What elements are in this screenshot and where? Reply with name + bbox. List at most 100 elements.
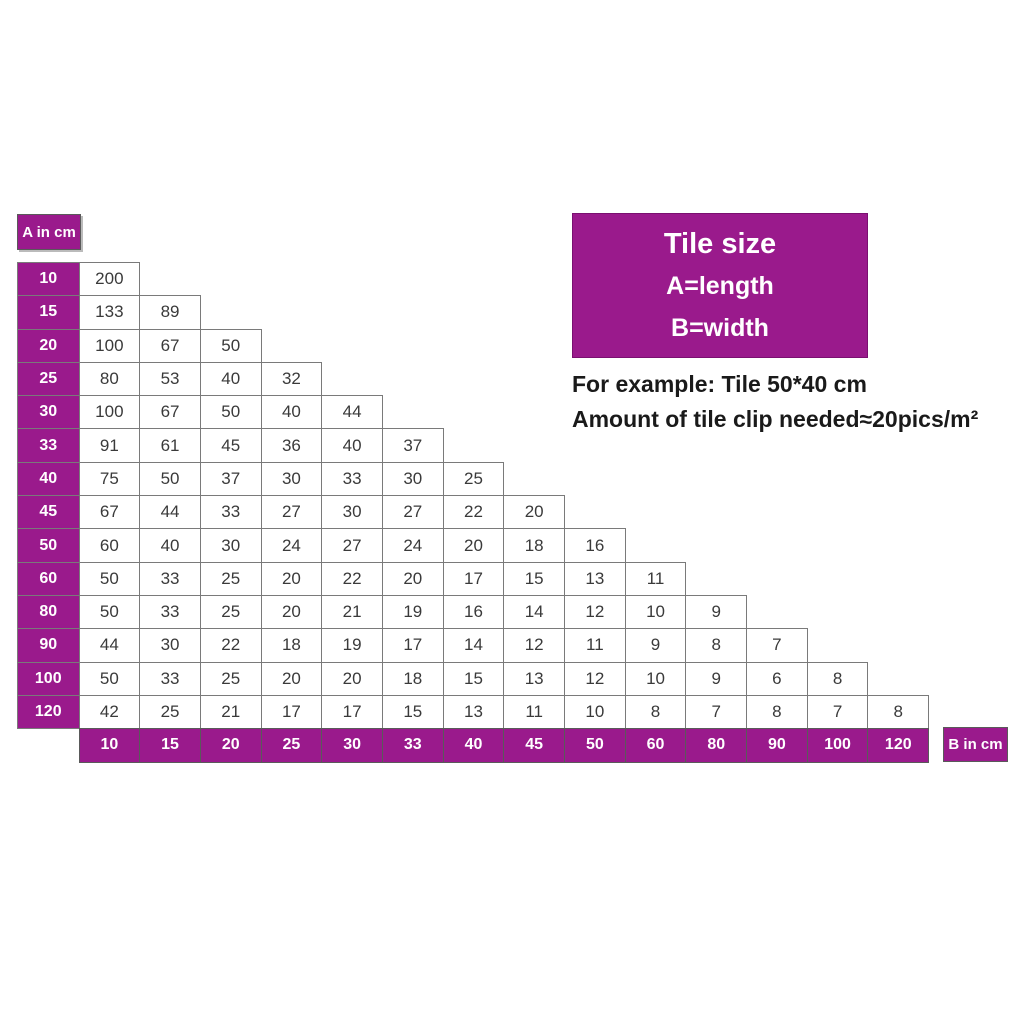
row-header-cell: 100 — [17, 661, 80, 696]
value-cell: 13 — [503, 661, 565, 696]
value-cell: 19 — [381, 594, 444, 630]
value-cell: 27 — [321, 528, 383, 563]
value-cell: 36 — [260, 428, 323, 463]
col-header-cell: 50 — [564, 727, 626, 763]
value-cell: 10 — [564, 694, 626, 730]
value-cell: 8 — [746, 694, 808, 730]
value-cell: 30 — [321, 495, 383, 530]
value-cell: 30 — [381, 461, 444, 497]
table-row: 45 67 44 33 27 30 27 22 20 — [17, 495, 929, 530]
row-header-cell: 45 — [17, 495, 80, 530]
value-cell: 33 — [139, 561, 201, 596]
table-row: 25 80 53 40 32 — [17, 361, 929, 397]
value-cell: 20 — [503, 495, 565, 530]
value-cell: 10 — [624, 661, 687, 696]
value-cell: 17 — [260, 694, 323, 730]
value-cell: 20 — [321, 661, 383, 696]
value-cell: 11 — [624, 561, 687, 596]
value-cell: 8 — [624, 694, 687, 730]
col-header-cell: 20 — [199, 727, 262, 763]
value-cell: 12 — [503, 628, 565, 663]
value-cell: 50 — [78, 594, 141, 630]
legend-title: Tile size — [663, 227, 777, 260]
value-cell: 67 — [78, 495, 141, 530]
b-axis-label: B in cm — [943, 727, 1008, 762]
value-cell: 17 — [321, 694, 383, 730]
value-cell: 8 — [685, 628, 748, 663]
value-cell: 14 — [503, 594, 565, 630]
row-header-cell: 25 — [17, 361, 80, 397]
value-cell: 67 — [139, 328, 201, 363]
col-header-cell: 30 — [321, 727, 383, 763]
value-cell: 80 — [78, 361, 141, 397]
row-header-cell: 30 — [17, 395, 80, 430]
value-cell: 60 — [78, 528, 141, 563]
row-header-cell: 120 — [17, 694, 80, 730]
value-cell: 40 — [321, 428, 383, 463]
value-cell: 20 — [260, 661, 323, 696]
value-cell: 8 — [806, 661, 869, 696]
value-cell: 9 — [685, 661, 748, 696]
row-header-cell: 20 — [17, 328, 80, 363]
table-row: 10 200 — [17, 262, 929, 297]
value-cell: 18 — [260, 628, 323, 663]
value-cell: 25 — [199, 561, 262, 596]
value-cell: 44 — [139, 495, 201, 530]
value-cell: 50 — [199, 395, 262, 430]
value-cell: 7 — [806, 694, 869, 730]
table-row: 80 50 33 25 20 21 19 16 14 12 10 9 — [17, 594, 929, 630]
col-header-row: 10 15 20 25 30 33 40 45 50 60 80 90 100 120 — [78, 727, 930, 763]
example-text: For example: Tile 50*40 cm Amount of til… — [572, 367, 1024, 437]
table-row: 60 50 33 25 20 22 20 17 15 13 11 — [17, 561, 929, 596]
value-cell: 40 — [199, 361, 262, 397]
value-cell: 7 — [685, 694, 748, 730]
row-header-cell: 15 — [17, 295, 80, 330]
value-cell: 40 — [260, 395, 323, 430]
value-cell: 33 — [321, 461, 383, 497]
row-header-cell: 33 — [17, 428, 80, 463]
value-cell: 27 — [381, 495, 444, 530]
value-cell: 11 — [564, 628, 626, 663]
value-cell: 15 — [381, 694, 444, 730]
value-cell: 33 — [139, 594, 201, 630]
value-cell: 21 — [199, 694, 262, 730]
row-header-cell: 60 — [17, 561, 80, 596]
col-header-cell: 80 — [685, 727, 748, 763]
table-row: 33 91 61 45 36 40 37 — [17, 428, 929, 463]
value-cell: 42 — [78, 694, 141, 730]
value-cell: 30 — [139, 628, 201, 663]
value-cell: 200 — [78, 262, 141, 297]
value-cell: 89 — [139, 295, 201, 330]
value-cell: 7 — [746, 628, 808, 663]
value-cell: 20 — [442, 528, 505, 563]
value-cell: 17 — [442, 561, 505, 596]
table-row: 15 133 89 — [17, 295, 929, 330]
value-cell: 20 — [381, 561, 444, 596]
value-cell: 6 — [746, 661, 808, 696]
value-cell: 133 — [78, 295, 141, 330]
value-cell: 13 — [442, 694, 505, 730]
col-header-cell: 10 — [78, 727, 141, 763]
value-cell: 17 — [381, 628, 444, 663]
value-cell: 20 — [260, 561, 323, 596]
value-cell: 50 — [78, 661, 141, 696]
value-cell: 12 — [564, 661, 626, 696]
value-cell: 44 — [321, 395, 383, 430]
value-cell: 37 — [381, 428, 444, 463]
value-cell: 14 — [442, 628, 505, 663]
value-cell: 50 — [199, 328, 262, 363]
value-cell: 22 — [442, 495, 505, 530]
example-line-2: Amount of tile clip needed≈20pics/m² — [572, 406, 979, 432]
example-line-1: For example: Tile 50*40 cm — [572, 371, 867, 397]
legend-a-equals-length: A=length — [666, 271, 774, 300]
value-cell: 50 — [78, 561, 141, 596]
value-cell: 30 — [260, 461, 323, 497]
col-header-cell: 100 — [806, 727, 869, 763]
col-header-cell: 120 — [867, 727, 930, 763]
value-cell: 100 — [78, 328, 141, 363]
value-cell: 37 — [199, 461, 262, 497]
table-row: 90 44 30 22 18 19 17 14 12 11 9 8 7 — [17, 628, 929, 663]
value-cell: 25 — [139, 694, 201, 730]
value-cell: 44 — [78, 628, 141, 663]
